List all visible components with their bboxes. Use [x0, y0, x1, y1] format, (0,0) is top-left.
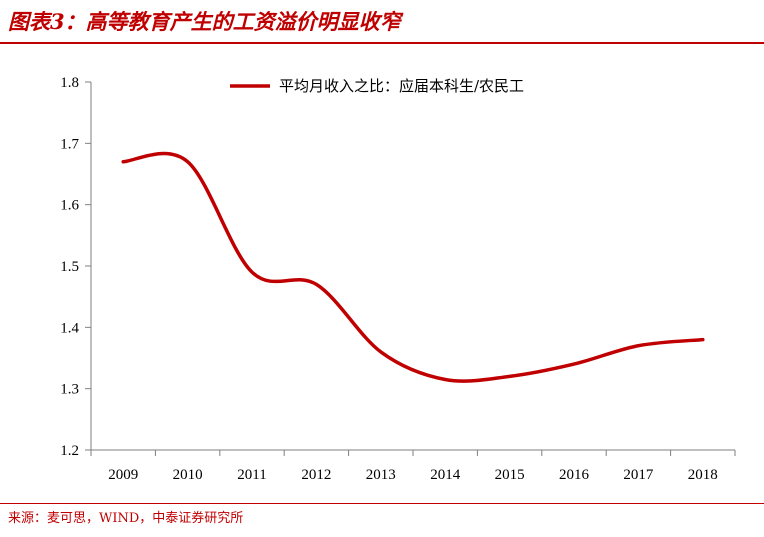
y-tick-label: 1.3 — [60, 382, 79, 398]
x-tick-label: 2013 — [366, 467, 396, 483]
x-tick-label: 2016 — [559, 467, 590, 483]
title-divider — [0, 42, 764, 44]
x-tick-label: 2015 — [495, 467, 525, 483]
y-tick-label: 1.2 — [60, 443, 79, 459]
x-tick-label: 2018 — [688, 467, 718, 483]
x-ticks: 2009 2010 2011 2012 2013 2014 2015 2016 2017 2018 — [90, 450, 736, 483]
series-line — [121, 151, 705, 383]
x-tick-label: 2011 — [237, 467, 266, 483]
chart-title: 图表3：高等教育产生的工资溢价明显收窄 — [8, 9, 401, 34]
plot-area: 1.21.31.41.51.61.71.8 2009 2010 2011 2012 20… — [60, 75, 736, 483]
y-ticks: 1.2 1.3 1.4 1.5 1.6 1.7 1.8 — [60, 75, 91, 459]
x-tick-label: 2009 — [108, 467, 138, 483]
y-tick-label: 1.8 — [60, 75, 79, 91]
x-tick-label: 2017 — [623, 467, 654, 483]
y-tick-label: 1.5 — [60, 259, 79, 275]
y-tick-label: 1.7 — [60, 136, 79, 152]
x-tick-label: 2012 — [301, 467, 331, 483]
legend-label: 平均月收入之比：应届本科生/农民工 — [279, 77, 524, 95]
x-tick-label: 2014 — [430, 467, 461, 483]
footer-divider — [0, 503, 764, 504]
source-note: 来源：麦可思，WIND，中泰证券研究所 — [8, 511, 244, 526]
y-tick-label: 1.6 — [60, 198, 79, 214]
y-tick-label: 1.4 — [60, 320, 79, 336]
legend: 平均月收入之比：应届本科生/农民工 — [230, 77, 524, 95]
x-tick-label: 2010 — [173, 467, 203, 483]
